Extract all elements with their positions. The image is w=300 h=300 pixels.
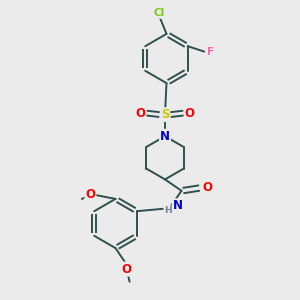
Text: F: F: [207, 46, 214, 57]
Text: H: H: [164, 206, 172, 215]
Text: Cl: Cl: [153, 8, 165, 18]
Text: N: N: [160, 130, 170, 143]
Text: O: O: [122, 262, 132, 276]
Text: N: N: [173, 199, 183, 212]
Text: O: O: [202, 181, 213, 194]
Text: S: S: [161, 108, 169, 121]
Text: O: O: [85, 188, 95, 201]
Text: O: O: [184, 106, 195, 120]
Text: O: O: [135, 106, 146, 120]
